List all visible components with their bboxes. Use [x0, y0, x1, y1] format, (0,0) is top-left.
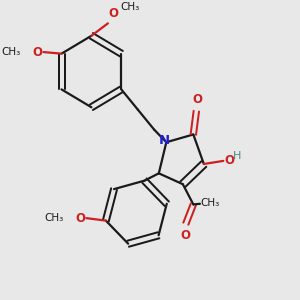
Text: O: O: [180, 229, 190, 242]
Text: CH₃: CH₃: [201, 198, 220, 208]
Text: O: O: [192, 93, 202, 106]
Text: O: O: [109, 7, 119, 20]
Text: H: H: [233, 151, 242, 161]
Text: O: O: [32, 46, 42, 59]
Text: CH₃: CH₃: [120, 2, 139, 13]
Text: CH₃: CH₃: [2, 47, 21, 57]
Text: O: O: [76, 212, 85, 225]
Text: O: O: [225, 154, 235, 167]
Text: CH₃: CH₃: [45, 213, 64, 223]
Text: N: N: [158, 134, 169, 147]
